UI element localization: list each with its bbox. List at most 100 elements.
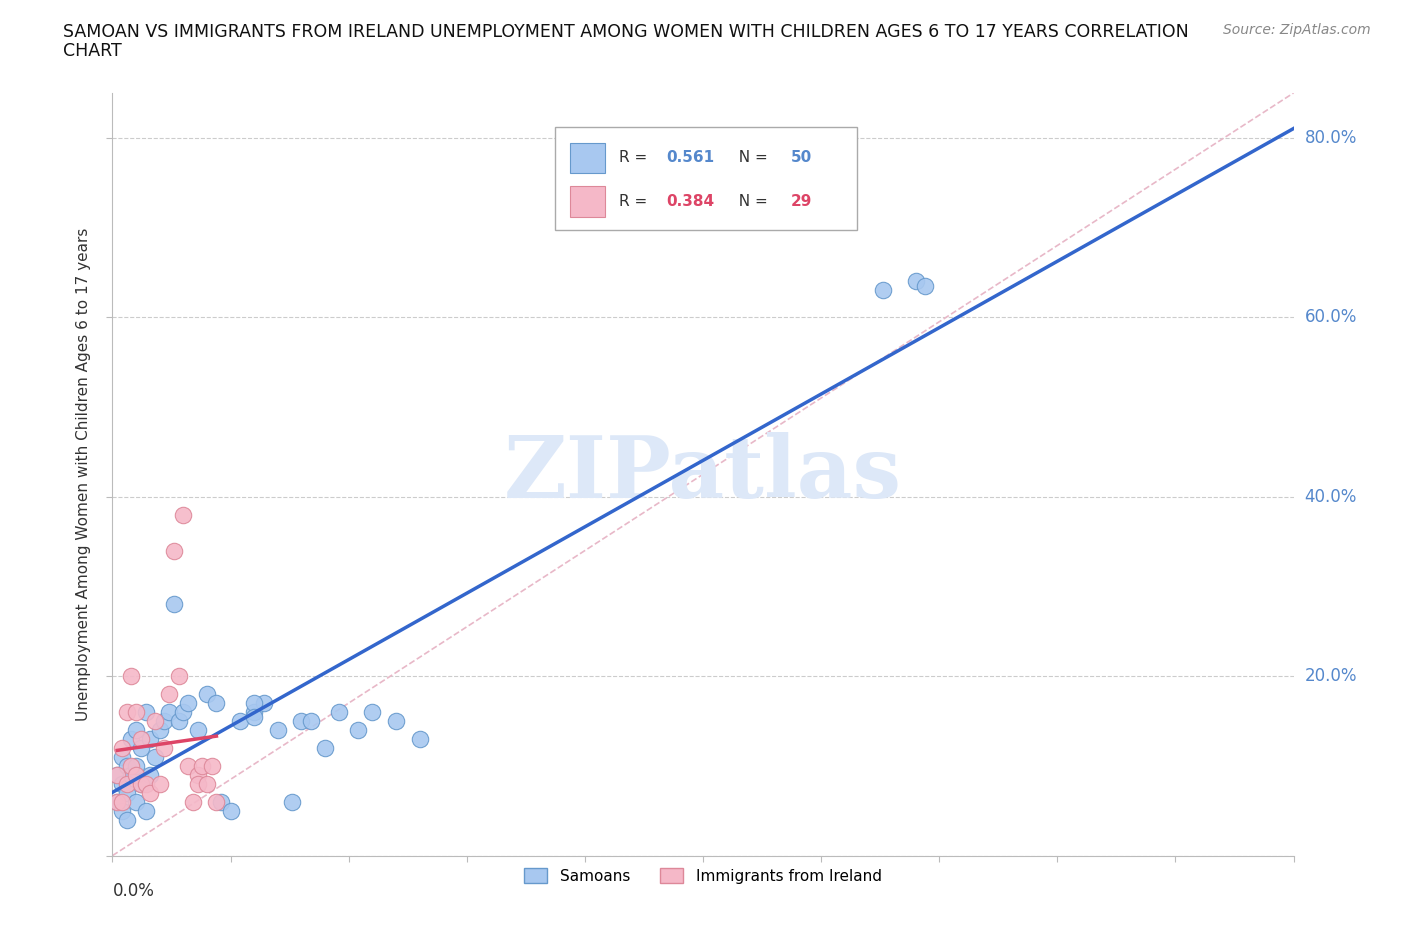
Point (229, 713, 252, 728)
Point (143, 713, 166, 728)
Point (115, 812, 138, 827)
Point (186, 777, 208, 791)
Point (125, 759, 148, 774)
Text: R =: R = (619, 151, 652, 166)
Point (115, 705, 138, 720)
Point (243, 705, 266, 720)
Text: SAMOAN VS IMMIGRANTS FROM IRELAND UNEMPLOYMENT AMONG WOMEN WITH CHILDREN AGES 6 : SAMOAN VS IMMIGRANTS FROM IRELAND UNEMPL… (63, 23, 1189, 41)
Point (120, 732, 142, 747)
Text: R =: R = (619, 193, 652, 209)
Legend: Samoans, Immigrants from Ireland: Samoans, Immigrants from Ireland (519, 862, 887, 890)
Point (105, 767, 128, 782)
Text: 60.0%: 60.0% (1305, 308, 1357, 326)
Text: Source: ZipAtlas.com: Source: ZipAtlas.com (1223, 23, 1371, 37)
Point (120, 669, 142, 684)
Point (347, 723, 370, 737)
Point (163, 597, 186, 612)
Bar (569, 186, 605, 217)
Point (139, 767, 162, 782)
Point (139, 785, 162, 800)
Point (120, 759, 142, 774)
Point (149, 723, 172, 737)
Point (135, 705, 157, 720)
Point (385, 713, 408, 728)
Text: 0.384: 0.384 (666, 193, 714, 209)
Point (115, 785, 138, 800)
Point (361, 705, 384, 720)
Text: ZIPatlas: ZIPatlas (503, 432, 903, 516)
Point (115, 777, 138, 791)
Point (186, 767, 208, 782)
Point (205, 794, 228, 809)
Point (111, 804, 134, 818)
Point (408, 732, 430, 747)
Point (125, 794, 148, 809)
Point (243, 696, 266, 711)
Point (195, 777, 218, 791)
Point (129, 777, 152, 791)
Point (172, 705, 194, 720)
Point (125, 723, 148, 737)
Point (314, 740, 336, 755)
Text: N =: N = (728, 193, 773, 209)
Point (111, 750, 134, 764)
Text: 0.561: 0.561 (666, 151, 714, 166)
Point (105, 794, 128, 809)
Point (129, 777, 152, 791)
Point (872, 283, 894, 298)
Point (125, 767, 148, 782)
Point (125, 705, 148, 720)
Point (143, 750, 166, 764)
Point (135, 804, 157, 818)
Point (177, 759, 200, 774)
Point (120, 767, 142, 782)
Point (253, 696, 276, 711)
Point (105, 767, 128, 782)
Text: 40.0%: 40.0% (1305, 487, 1357, 506)
Point (209, 794, 232, 809)
Point (153, 740, 176, 755)
Point (299, 713, 322, 728)
Point (177, 696, 200, 711)
Point (157, 705, 180, 720)
Text: N =: N = (728, 151, 773, 166)
Point (243, 709, 266, 724)
Point (290, 713, 312, 728)
Point (201, 759, 224, 774)
Point (111, 740, 134, 755)
Point (105, 794, 128, 809)
Point (115, 759, 138, 774)
Point (281, 794, 304, 809)
Text: CHART: CHART (63, 42, 122, 60)
Point (186, 723, 208, 737)
Point (195, 686, 218, 701)
Point (181, 794, 204, 809)
Point (139, 732, 162, 747)
Text: 29: 29 (790, 193, 811, 209)
Y-axis label: Unemployment Among Women with Children Ages 6 to 17 years: Unemployment Among Women with Children A… (76, 228, 91, 721)
Point (914, 278, 936, 293)
Point (149, 777, 172, 791)
Text: 80.0%: 80.0% (1305, 129, 1357, 147)
FancyBboxPatch shape (555, 127, 856, 231)
Point (172, 507, 194, 522)
Point (129, 740, 152, 755)
Text: 50: 50 (790, 151, 811, 166)
Point (157, 686, 180, 701)
Point (167, 713, 190, 728)
Point (163, 543, 186, 558)
Point (111, 794, 134, 809)
Text: 20.0%: 20.0% (1305, 667, 1357, 685)
Point (129, 732, 152, 747)
Point (153, 713, 176, 728)
Point (205, 696, 228, 711)
Point (328, 705, 350, 720)
Bar (569, 142, 605, 173)
Point (167, 669, 190, 684)
Point (111, 777, 134, 791)
Text: 0.0%: 0.0% (112, 883, 155, 900)
Point (904, 274, 927, 289)
Point (219, 804, 242, 818)
Point (267, 723, 290, 737)
Point (135, 777, 157, 791)
